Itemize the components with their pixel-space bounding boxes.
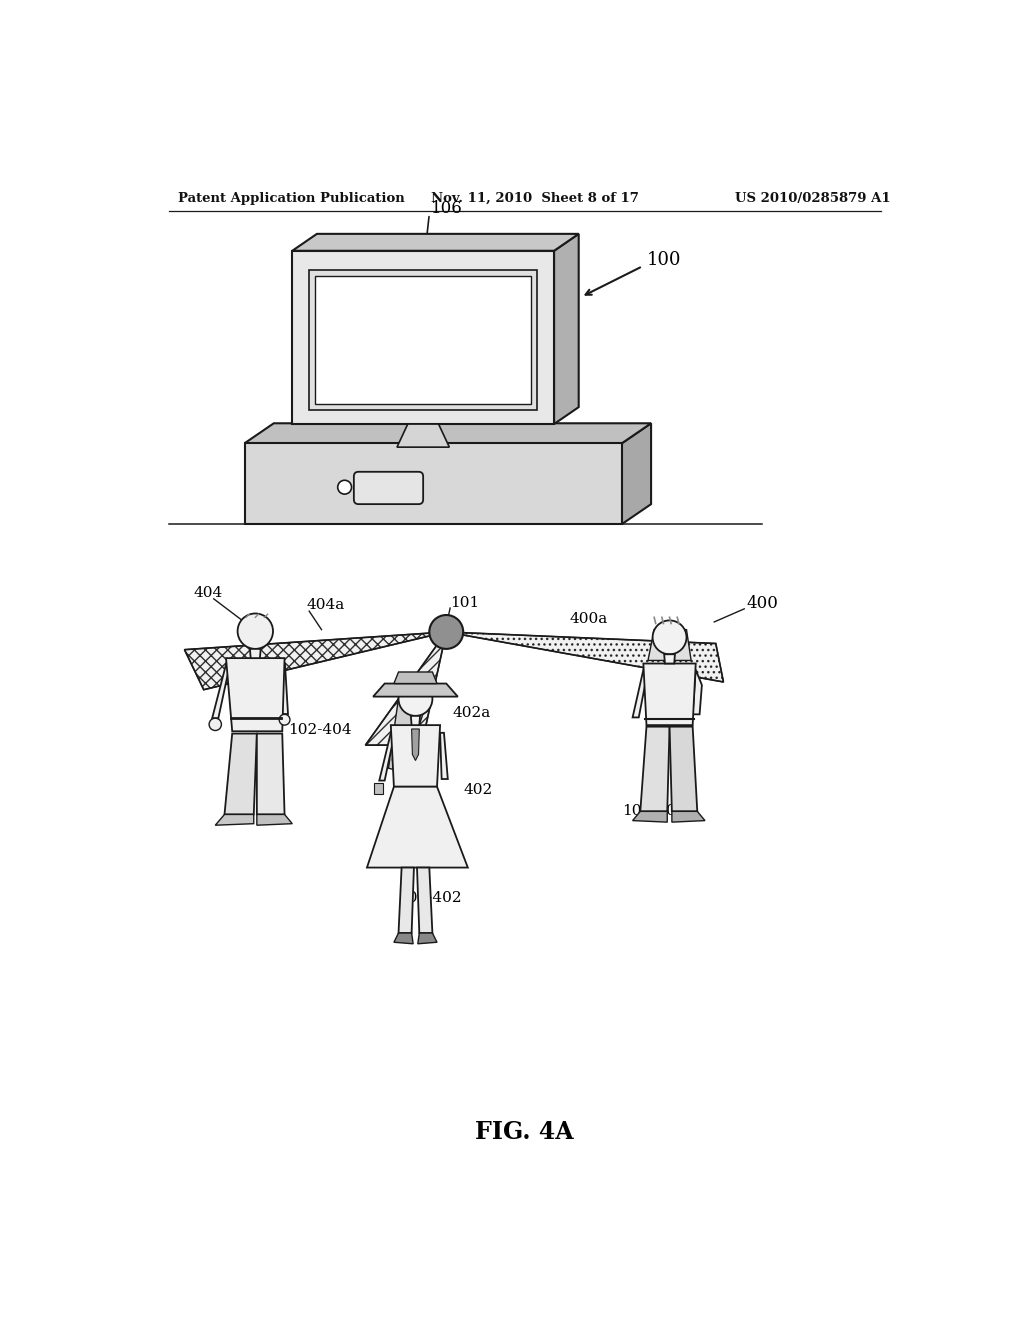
Polygon shape	[292, 251, 554, 424]
Polygon shape	[391, 725, 440, 787]
Polygon shape	[633, 669, 648, 718]
Polygon shape	[292, 234, 579, 251]
Polygon shape	[398, 867, 414, 933]
Text: 102-402: 102-402	[398, 891, 462, 904]
Polygon shape	[309, 271, 538, 411]
Polygon shape	[397, 424, 450, 447]
Text: 400a: 400a	[569, 612, 607, 626]
Polygon shape	[367, 787, 468, 867]
Polygon shape	[388, 688, 431, 772]
Circle shape	[280, 714, 290, 725]
Polygon shape	[374, 783, 383, 795]
Text: 402: 402	[463, 783, 493, 797]
Circle shape	[398, 682, 432, 715]
Polygon shape	[670, 726, 697, 812]
Circle shape	[429, 615, 463, 649]
Polygon shape	[665, 655, 675, 664]
Polygon shape	[622, 424, 651, 524]
Polygon shape	[245, 424, 651, 444]
Circle shape	[238, 614, 273, 649]
Polygon shape	[226, 659, 285, 731]
Text: 404a: 404a	[306, 598, 344, 612]
Text: Nov. 11, 2010  Sheet 8 of 17: Nov. 11, 2010 Sheet 8 of 17	[431, 191, 639, 205]
Polygon shape	[412, 729, 419, 760]
Polygon shape	[643, 664, 695, 725]
Polygon shape	[366, 632, 446, 744]
Polygon shape	[554, 234, 579, 424]
Text: 106: 106	[431, 199, 463, 216]
Polygon shape	[633, 812, 668, 822]
Polygon shape	[394, 933, 413, 944]
Circle shape	[209, 718, 221, 730]
Polygon shape	[417, 867, 432, 933]
Polygon shape	[672, 812, 705, 822]
Text: 404: 404	[194, 586, 223, 601]
Text: 400: 400	[746, 595, 778, 612]
Polygon shape	[257, 814, 292, 825]
Polygon shape	[379, 733, 394, 780]
Circle shape	[338, 480, 351, 494]
Circle shape	[652, 620, 686, 655]
Polygon shape	[184, 632, 446, 689]
Polygon shape	[257, 734, 285, 814]
Polygon shape	[640, 726, 670, 812]
Text: 101: 101	[451, 595, 479, 610]
Polygon shape	[648, 630, 691, 660]
Polygon shape	[281, 664, 289, 714]
Polygon shape	[245, 444, 622, 524]
Polygon shape	[212, 664, 230, 718]
FancyBboxPatch shape	[354, 471, 423, 504]
Polygon shape	[394, 672, 437, 684]
Polygon shape	[418, 933, 437, 944]
Text: US 2010/0285879 A1: US 2010/0285879 A1	[735, 191, 891, 205]
Polygon shape	[315, 276, 531, 404]
Text: FIG. 4A: FIG. 4A	[475, 1121, 574, 1144]
Polygon shape	[440, 733, 447, 779]
Text: 402a: 402a	[453, 706, 490, 719]
Text: 102-404: 102-404	[289, 723, 352, 737]
Polygon shape	[446, 632, 724, 682]
Polygon shape	[215, 814, 254, 825]
Polygon shape	[692, 669, 701, 714]
Polygon shape	[411, 715, 420, 725]
Text: 102-400: 102-400	[622, 804, 685, 818]
Polygon shape	[250, 649, 261, 659]
Polygon shape	[373, 684, 458, 697]
Text: Patent Application Publication: Patent Application Publication	[178, 191, 406, 205]
Text: 100: 100	[646, 251, 681, 269]
Polygon shape	[224, 734, 257, 814]
